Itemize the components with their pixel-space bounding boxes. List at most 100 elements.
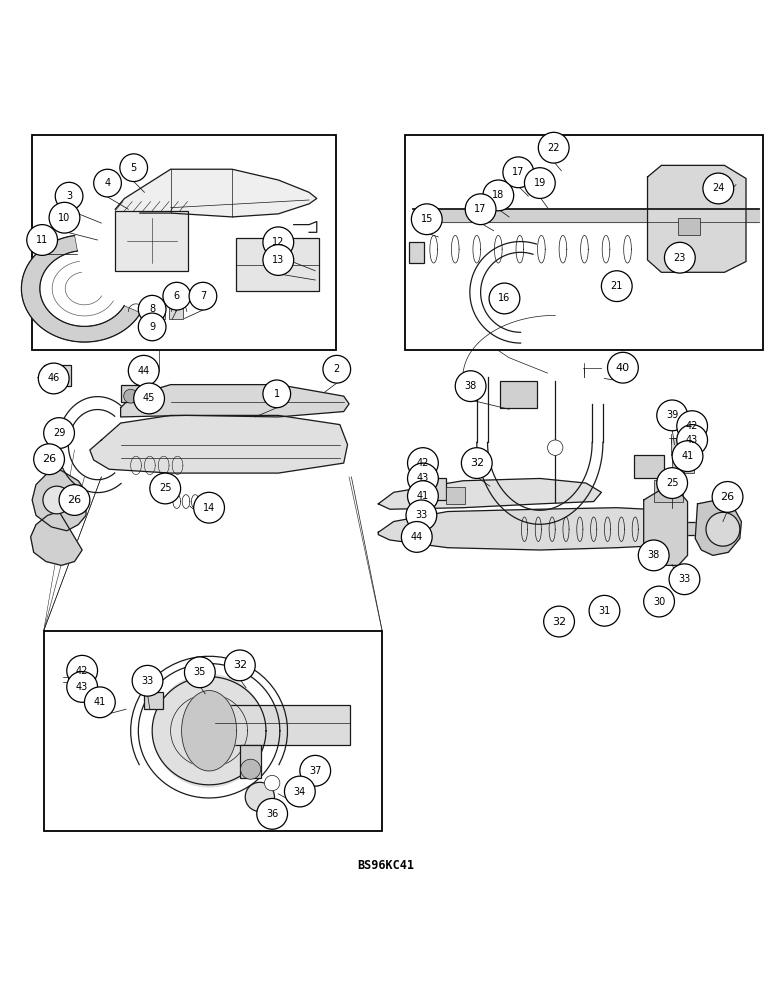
Text: 14: 14 <box>203 503 215 513</box>
Bar <box>409 242 425 263</box>
Text: 31: 31 <box>598 606 611 616</box>
Bar <box>120 385 145 402</box>
Circle shape <box>284 776 315 807</box>
Text: 32: 32 <box>469 458 484 468</box>
Text: 17: 17 <box>512 167 524 177</box>
Text: 41: 41 <box>93 697 106 707</box>
Circle shape <box>43 486 70 514</box>
Text: 37: 37 <box>309 766 321 776</box>
Text: 3: 3 <box>66 191 72 201</box>
Circle shape <box>134 383 164 414</box>
Text: 6: 6 <box>174 291 180 301</box>
Text: 43: 43 <box>76 682 88 692</box>
Circle shape <box>59 485 90 515</box>
Text: 23: 23 <box>674 253 686 263</box>
Text: 5: 5 <box>130 163 137 173</box>
Polygon shape <box>181 691 236 771</box>
Bar <box>240 745 262 778</box>
Circle shape <box>49 202 80 233</box>
Polygon shape <box>648 522 709 535</box>
Circle shape <box>462 448 493 478</box>
Circle shape <box>163 282 191 310</box>
Text: 18: 18 <box>493 190 504 200</box>
Polygon shape <box>115 169 317 217</box>
Circle shape <box>194 492 225 523</box>
Circle shape <box>669 564 700 595</box>
Text: 38: 38 <box>648 550 660 560</box>
Circle shape <box>27 225 58 255</box>
Circle shape <box>189 282 217 310</box>
Polygon shape <box>32 469 86 531</box>
Text: 22: 22 <box>547 143 560 153</box>
Bar <box>405 135 763 350</box>
Polygon shape <box>378 478 601 509</box>
Text: 29: 29 <box>53 428 66 438</box>
Text: 19: 19 <box>533 178 546 188</box>
Circle shape <box>408 463 438 494</box>
Text: 26: 26 <box>67 495 82 505</box>
Text: 7: 7 <box>200 291 206 301</box>
Bar <box>144 692 163 709</box>
Text: 41: 41 <box>682 451 694 461</box>
Circle shape <box>323 355 350 383</box>
Bar <box>417 478 446 500</box>
Bar <box>446 487 466 504</box>
Circle shape <box>56 182 83 210</box>
Text: 15: 15 <box>421 214 433 224</box>
Circle shape <box>589 595 620 626</box>
Circle shape <box>34 444 65 475</box>
Text: 33: 33 <box>415 510 428 520</box>
Text: 43: 43 <box>686 435 699 445</box>
Bar <box>236 238 319 291</box>
Polygon shape <box>696 500 741 555</box>
Circle shape <box>124 389 137 403</box>
Circle shape <box>225 650 256 681</box>
Circle shape <box>185 657 215 688</box>
Circle shape <box>543 606 574 637</box>
Text: 44: 44 <box>411 532 423 542</box>
Circle shape <box>263 380 290 408</box>
Text: 1: 1 <box>274 389 279 399</box>
Circle shape <box>66 655 97 686</box>
Polygon shape <box>90 415 347 473</box>
Text: 33: 33 <box>141 676 154 686</box>
Circle shape <box>466 194 496 225</box>
Circle shape <box>44 418 74 448</box>
Text: 12: 12 <box>272 237 285 247</box>
Text: 24: 24 <box>712 183 724 193</box>
Circle shape <box>132 665 163 696</box>
Circle shape <box>39 363 69 394</box>
Circle shape <box>241 759 261 779</box>
Text: 44: 44 <box>137 366 150 376</box>
Bar <box>44 365 70 386</box>
Polygon shape <box>378 508 659 550</box>
Text: 42: 42 <box>686 421 699 431</box>
Circle shape <box>657 400 688 431</box>
Circle shape <box>411 204 442 235</box>
Text: 26: 26 <box>720 492 735 502</box>
Circle shape <box>547 440 563 455</box>
Bar <box>679 218 700 235</box>
Circle shape <box>138 313 166 341</box>
Bar <box>215 705 350 745</box>
Text: 2: 2 <box>334 364 340 374</box>
Circle shape <box>712 482 743 512</box>
Circle shape <box>657 468 688 498</box>
Circle shape <box>265 775 279 791</box>
Text: 43: 43 <box>417 473 429 483</box>
Bar <box>654 480 683 502</box>
Circle shape <box>84 687 115 718</box>
Text: 16: 16 <box>499 293 510 303</box>
Circle shape <box>150 473 181 504</box>
Circle shape <box>128 355 159 386</box>
Bar <box>115 211 188 271</box>
Text: 13: 13 <box>273 255 284 265</box>
Text: 45: 45 <box>143 393 155 403</box>
Text: 8: 8 <box>149 304 155 314</box>
Polygon shape <box>22 236 141 342</box>
Text: 33: 33 <box>679 574 691 584</box>
Bar <box>671 438 694 455</box>
Text: 36: 36 <box>266 809 278 819</box>
Circle shape <box>703 173 733 204</box>
Text: 4: 4 <box>104 178 110 188</box>
